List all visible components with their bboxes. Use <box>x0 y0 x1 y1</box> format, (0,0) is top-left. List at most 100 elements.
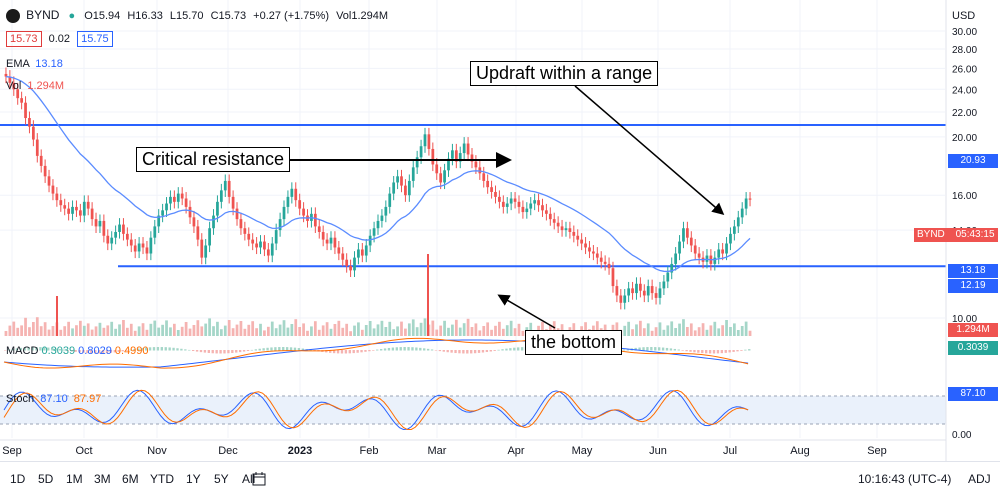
dot-icon: ● <box>68 10 76 22</box>
range-button-1y[interactable]: 1Y <box>186 472 201 486</box>
volume-bar <box>306 330 309 336</box>
macd-histogram-bar <box>250 349 254 351</box>
volume-bar <box>357 322 360 336</box>
stoch-legend[interactable]: Stoch 87.10 87.97 <box>6 393 101 405</box>
time-tick-label: Feb <box>360 445 379 457</box>
macd-histogram-bar <box>94 350 97 354</box>
volume-bar <box>482 326 486 336</box>
macd-histogram-bar <box>446 350 449 353</box>
candle-body <box>545 210 548 214</box>
range-button-1m[interactable]: 1M <box>66 472 83 486</box>
macd-histogram-bar <box>368 350 371 352</box>
range-button-3m[interactable]: 3M <box>94 472 111 486</box>
volume-bar <box>486 322 490 336</box>
volume-bar <box>63 326 67 336</box>
candle-body <box>670 263 674 273</box>
candle-body <box>678 241 681 254</box>
macd-histogram-bar <box>458 350 461 354</box>
volume-bar <box>415 327 419 336</box>
range-button-5d[interactable]: 5D <box>38 472 54 486</box>
volume-bar <box>740 326 744 336</box>
volume-bar <box>431 320 435 336</box>
ema-legend[interactable]: EMA 13.18 <box>6 58 63 70</box>
candle-body <box>431 148 435 165</box>
candle-body <box>568 228 572 232</box>
macd-histogram-bar <box>254 349 257 351</box>
macd-histogram-bar <box>685 350 688 352</box>
macd-histogram-bar <box>473 350 477 354</box>
candle-body <box>623 295 627 303</box>
clock-readout[interactable]: 10:16:43 (UTC-4) <box>858 472 952 486</box>
bid-price[interactable]: 15.73 <box>6 31 42 47</box>
volume-bar <box>517 323 521 336</box>
candle-body <box>462 143 466 154</box>
candle-body <box>470 154 474 162</box>
candle-body <box>435 164 439 174</box>
volume-bar <box>337 320 341 336</box>
price-tick-label: 26.00 <box>952 64 977 75</box>
volume-bar <box>200 326 204 336</box>
volume-bar <box>110 321 114 336</box>
volume-bar <box>137 326 141 336</box>
volume-bar <box>235 324 239 336</box>
candle-body <box>349 266 352 271</box>
volume-bar <box>208 318 211 336</box>
candle-body <box>337 247 341 254</box>
macd-histogram-bar <box>148 347 152 351</box>
chart-canvas[interactable]: 30.0028.0026.0024.0022.0020.0016.0014.00… <box>0 0 1000 462</box>
bid-ask[interactable]: 15.73 0.02 15.75 <box>6 31 113 47</box>
candle-body <box>329 237 333 244</box>
macd-histogram-bar <box>82 350 85 353</box>
candle-body <box>537 200 540 206</box>
candle-body <box>165 203 168 211</box>
range-button-all[interactable]: All <box>242 472 256 486</box>
macd-histogram-bar <box>716 350 720 354</box>
macd-histogram-bar <box>348 350 351 354</box>
candle-body <box>498 196 501 202</box>
macd-histogram-bar <box>168 347 171 351</box>
time-tick-label: Dec <box>218 445 238 457</box>
ask-price[interactable]: 15.75 <box>77 31 113 47</box>
ohlc-readout: O15.94 H16.33 L15.70 C15.73 +0.27 (+1.75… <box>84 10 392 22</box>
adj-toggle[interactable]: ADJ <box>968 472 991 486</box>
volume-bar <box>411 319 415 336</box>
macd-histogram-bar <box>270 347 273 351</box>
macd-histogram-bar <box>442 350 445 352</box>
candle-body <box>427 134 431 149</box>
candle-body <box>216 201 219 216</box>
macd-histogram-bar <box>137 348 140 351</box>
volume-bar <box>71 328 74 336</box>
ema-value: 13.18 <box>35 58 63 70</box>
volume-bar <box>454 319 458 336</box>
volume-bar <box>572 323 576 336</box>
macd-histogram-bar <box>426 348 430 351</box>
volume-bar <box>161 324 164 336</box>
high-value: H16.33 <box>127 10 163 22</box>
volume-bar <box>404 328 407 336</box>
macd-histogram-bar <box>489 350 492 352</box>
range-button-5y[interactable]: 5Y <box>214 472 229 486</box>
volume-bar <box>247 324 251 336</box>
candle-body <box>748 198 752 200</box>
range-button-6m[interactable]: 6M <box>122 472 139 486</box>
macd-histogram-bar <box>113 350 117 353</box>
candle-body <box>278 219 282 231</box>
candle-body <box>114 231 117 238</box>
candle-body <box>474 161 478 168</box>
currency-label[interactable]: USD <box>952 10 976 22</box>
volume-bar <box>16 327 20 336</box>
volume-bar <box>407 323 411 336</box>
calendar-icon[interactable] <box>252 472 266 489</box>
volume-bar <box>106 325 110 336</box>
vol-legend[interactable]: Vol 1.294M <box>6 80 64 92</box>
volume-bar <box>212 326 215 336</box>
candle-body <box>290 188 294 197</box>
range-button-ytd[interactable]: YTD <box>150 472 174 486</box>
range-button-1d[interactable]: 1D <box>10 472 26 486</box>
macd-histogram-bar <box>661 347 665 351</box>
macd-histogram-bar <box>438 350 442 352</box>
macd-legend[interactable]: MACD 0.3039 0.8029 0.4990 <box>6 345 149 357</box>
candle-body <box>12 82 16 90</box>
candle-body <box>204 245 208 258</box>
candle-body <box>729 233 732 244</box>
